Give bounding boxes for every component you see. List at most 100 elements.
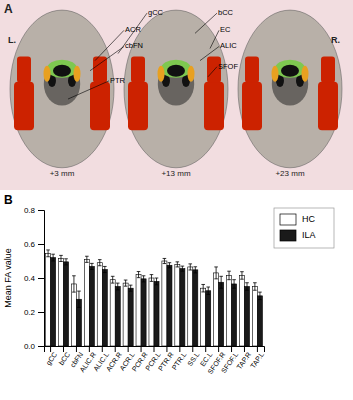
alic-region <box>272 66 279 82</box>
alic-region <box>302 66 309 82</box>
tick-mark <box>76 346 77 352</box>
annotation-label: ACR <box>125 25 141 34</box>
error-bar <box>137 272 141 278</box>
brain-slice <box>238 10 342 168</box>
tick-mark <box>89 346 90 352</box>
bar <box>97 263 102 346</box>
tick: PTR.L <box>170 346 187 371</box>
error-bar <box>142 276 146 282</box>
ptr-region <box>318 82 338 131</box>
legend-label: ILA <box>302 230 316 240</box>
error-bar <box>77 291 81 307</box>
slice-label: +13 mm <box>161 169 190 178</box>
tick-mark <box>115 346 116 352</box>
annotation-label: SFOF <box>218 62 238 71</box>
plot-area <box>46 250 263 346</box>
tick-label: TAP.R <box>235 351 252 371</box>
annotation-label: gCC <box>148 8 164 17</box>
tick-mark <box>38 278 44 279</box>
annotation-label: cbFN <box>125 41 143 50</box>
alic-region <box>188 66 195 82</box>
error-bar <box>188 264 192 270</box>
illustration-background <box>0 0 353 190</box>
bar <box>201 288 206 346</box>
tick-label: SFOF.L <box>220 351 239 375</box>
error-bar <box>219 276 223 288</box>
tick-mark <box>50 346 51 352</box>
tick-mark <box>154 346 155 352</box>
brain-slice <box>124 10 228 168</box>
error-bar <box>129 285 133 291</box>
bar <box>257 296 262 346</box>
leader-line <box>210 30 219 48</box>
error-bar <box>258 292 262 299</box>
bar <box>214 273 219 346</box>
bar <box>188 267 193 346</box>
tick-label: 0.8 <box>24 206 36 215</box>
error-bar <box>232 280 236 289</box>
sfof-region <box>17 57 31 83</box>
tick-mark <box>38 346 44 347</box>
error-bar <box>206 287 210 294</box>
tick: SFOF.L <box>220 346 239 374</box>
tick-mark <box>128 346 129 352</box>
bar <box>128 288 133 346</box>
legend: HCILA <box>274 208 334 248</box>
error-bar <box>46 250 50 257</box>
ptr-region <box>242 82 262 131</box>
bar-series <box>51 258 263 346</box>
x-axis: gCCbCCcbFNALIC.RALIC.LACR.RACR.LPCR.RPCR… <box>45 346 266 375</box>
annotation-label: ALIC <box>220 41 237 50</box>
brain-outline <box>124 10 228 168</box>
tick-label: 0.4 <box>24 274 36 283</box>
alic-region <box>74 66 81 82</box>
tick-label: 0.6 <box>24 240 36 249</box>
legend-swatch <box>280 214 296 225</box>
axis-title: Mean FA value <box>3 248 13 308</box>
tick-mark <box>231 346 232 352</box>
error-bar <box>176 262 180 267</box>
tick-mark <box>192 346 193 352</box>
bar <box>71 284 76 346</box>
bar <box>84 259 89 346</box>
slice-label: +3 mm <box>50 169 75 178</box>
error-bar <box>59 255 63 261</box>
panel-label: B <box>4 193 13 207</box>
error-bar <box>193 267 197 273</box>
error-bar <box>124 280 128 286</box>
leader-line <box>200 46 219 60</box>
leader-line <box>208 67 217 77</box>
corpus-callosum-cut <box>167 65 185 77</box>
annotation-label: bCC <box>218 8 234 17</box>
tick-label: TAP.L <box>249 351 265 370</box>
y-axis: 0.0 0.2 0.4 0.6 0.8 <box>24 206 45 351</box>
ptr-region <box>90 82 110 131</box>
bar-series <box>46 253 258 346</box>
tick: gCC <box>45 346 60 367</box>
leader-line <box>195 13 217 33</box>
bar <box>58 258 63 346</box>
bar <box>206 291 211 346</box>
tick: 0.2 <box>24 308 44 317</box>
error-bar <box>227 271 231 280</box>
error-bar <box>181 266 185 271</box>
error-bar <box>150 275 154 282</box>
legend-item: ILA <box>280 230 316 241</box>
tick: 0.0 <box>24 342 44 351</box>
side-label: R. <box>331 35 340 45</box>
brain-slice <box>10 10 114 168</box>
error-bar <box>103 266 107 272</box>
tick-label: 0.0 <box>24 342 36 351</box>
error-bar <box>72 276 76 292</box>
error-bar <box>163 258 167 263</box>
sfof-region <box>245 57 259 83</box>
error-bar <box>155 278 159 285</box>
error-bar <box>253 283 257 290</box>
bar <box>51 258 56 346</box>
legend-swatch <box>280 230 296 241</box>
bar <box>46 253 51 346</box>
tick-mark <box>244 346 245 352</box>
legend-frame <box>274 208 334 248</box>
tick-mark <box>141 346 142 352</box>
tick: 0.6 <box>24 240 44 249</box>
